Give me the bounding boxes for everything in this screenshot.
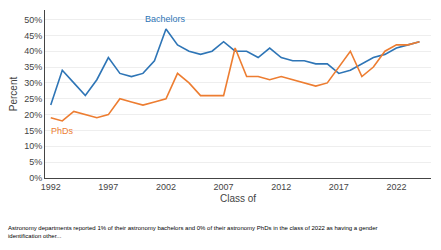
- svg-text:35%: 35%: [24, 62, 42, 72]
- svg-text:1997: 1997: [98, 182, 118, 192]
- svg-text:Class of: Class of: [220, 193, 256, 204]
- svg-text:25%: 25%: [24, 94, 42, 104]
- svg-text:2002: 2002: [156, 182, 176, 192]
- svg-text:50%: 50%: [24, 15, 42, 25]
- svg-text:40%: 40%: [24, 46, 42, 56]
- svg-text:2012: 2012: [271, 182, 291, 192]
- svg-text:Astronomy departments reported: Astronomy departments reported 1% of the…: [8, 225, 378, 239]
- svg-text:Percent: Percent: [8, 77, 19, 112]
- svg-text:15%: 15%: [24, 126, 42, 136]
- svg-text:PhDs: PhDs: [51, 126, 74, 136]
- svg-text:30%: 30%: [24, 78, 42, 88]
- svg-text:1992: 1992: [41, 182, 61, 192]
- svg-text:0%: 0%: [29, 173, 42, 183]
- svg-text:2007: 2007: [214, 182, 234, 192]
- svg-text:Bachelors: Bachelors: [145, 14, 186, 24]
- svg-text:2017: 2017: [329, 182, 349, 192]
- svg-text:20%: 20%: [24, 110, 42, 120]
- svg-text:5%: 5%: [29, 157, 42, 167]
- svg-text:45%: 45%: [24, 31, 42, 41]
- svg-text:2022: 2022: [386, 182, 406, 192]
- svg-text:10%: 10%: [24, 141, 42, 151]
